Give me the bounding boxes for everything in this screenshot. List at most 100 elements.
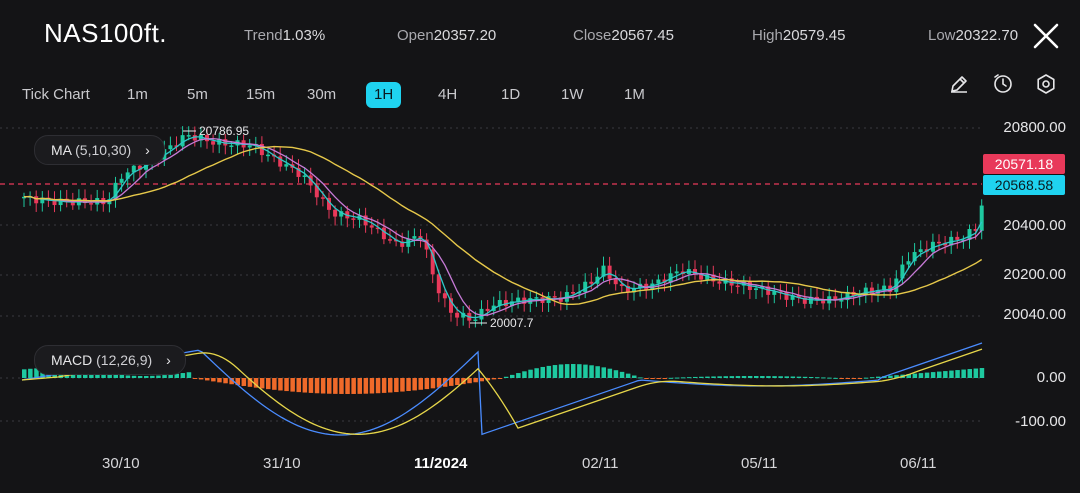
macd-histogram-bar (406, 378, 411, 392)
candle-body (784, 291, 789, 300)
candle-body (58, 198, 63, 206)
macd-histogram-bar (680, 377, 686, 379)
candle-body (247, 145, 252, 148)
ma-params: (5,10,30) (75, 142, 132, 158)
macd-histogram-bar (174, 373, 179, 378)
candle-body (808, 296, 813, 304)
macd-histogram-bar (540, 366, 545, 378)
candle-body (662, 279, 667, 283)
macd-histogram-bar (894, 375, 899, 378)
macd-histogram-bar (955, 370, 960, 378)
tf-15m[interactable]: 15m (246, 86, 276, 103)
tf-5m[interactable]: 5m (187, 86, 208, 103)
candle-body (455, 312, 460, 318)
candle-body (705, 274, 710, 280)
low-stat: Low20322.70 (928, 27, 1019, 44)
candle-body (583, 281, 588, 292)
macd-histogram-bar (711, 376, 716, 378)
candle-body (229, 145, 234, 147)
tf-1m[interactable]: 1m (127, 86, 148, 103)
macd-histogram-bar (589, 365, 594, 378)
macd-histogram-bar (388, 378, 393, 393)
candle-body (979, 205, 984, 231)
candle-body (266, 154, 270, 157)
tf-1d[interactable]: 1D (501, 86, 521, 103)
macd-histogram-bar (424, 378, 430, 390)
candle-body (882, 285, 887, 291)
macd-histogram-bar (833, 377, 838, 379)
macd-histogram-bar (229, 378, 234, 385)
candle-body (449, 298, 453, 313)
macd-histogram-bar (577, 364, 582, 378)
tf-1mo[interactable]: 1M (624, 86, 645, 103)
macd-histogram-bar (400, 378, 405, 392)
tf-1h[interactable]: 1H (366, 82, 402, 108)
tf-tick-chart[interactable]: Tick Chart (22, 86, 90, 103)
x-label-06-11: 06/11 (900, 455, 937, 472)
macd-histogram-bar (339, 378, 344, 394)
candle-body (327, 197, 331, 210)
candle-body (656, 279, 661, 284)
candle-body (900, 264, 905, 279)
candle-body (284, 164, 289, 167)
macd-histogram-bar (503, 376, 509, 378)
macd-histogram-bar (583, 364, 588, 378)
tf-4h[interactable]: 4H (438, 86, 458, 103)
pencil-icon[interactable] (948, 73, 970, 95)
macd-histogram-bar (717, 376, 722, 378)
macd-histogram-bar (430, 378, 436, 389)
candle-body (400, 241, 405, 247)
macd-histogram-bar (937, 371, 942, 378)
candle-body (625, 286, 630, 293)
macd-histogram-bar (168, 374, 173, 378)
x-label-30-10: 30/10 (102, 455, 140, 472)
candle-body (869, 287, 874, 294)
tf-1w[interactable]: 1W (561, 86, 584, 103)
candle-body (589, 281, 594, 284)
candle-body (906, 261, 911, 265)
candle-body (790, 295, 795, 300)
candle-body (278, 156, 283, 167)
timer-icon[interactable] (992, 73, 1014, 95)
candle-body (912, 252, 917, 262)
macd-histogram-bar (851, 378, 857, 379)
close-icon[interactable] (1030, 20, 1062, 52)
x-label-02-11: 02/11 (582, 455, 619, 472)
macd-histogram-bar (125, 375, 131, 378)
macd-histogram-bar (198, 378, 204, 380)
x-label-05-11: 05/11 (741, 455, 778, 472)
macd-histogram-bar (180, 373, 186, 378)
ma-indicator-pill[interactable]: MA (5,10,30) › (34, 135, 165, 165)
ma-name: MA (51, 142, 72, 158)
macd-histogram-bar (674, 377, 680, 379)
ma30-line (23, 145, 983, 306)
candle-body (558, 297, 563, 302)
candle-body (766, 286, 771, 295)
macd-histogram-bar (741, 376, 747, 378)
candle-body (857, 294, 862, 297)
macd-histogram-bar (821, 377, 826, 379)
low-marker-label: 20007.7 (490, 316, 534, 330)
candle-body (821, 299, 826, 304)
macd-histogram-bar (632, 375, 637, 378)
candle-body (351, 218, 356, 220)
candle-body (89, 203, 94, 205)
macd-histogram-bar (314, 378, 320, 394)
trend-stat: Trend1.03% (244, 27, 326, 44)
candle-body (943, 242, 948, 246)
macd-histogram-bar (949, 370, 954, 378)
macd-indicator-pill[interactable]: MACD (12,26,9) › (34, 345, 186, 375)
candle-body (839, 300, 844, 302)
candle-body (388, 239, 392, 241)
candle-body (930, 241, 935, 252)
macd-histogram-bar (327, 378, 332, 394)
gear-icon[interactable] (1035, 73, 1057, 95)
tf-30m[interactable]: 30m (307, 86, 337, 103)
candle-body (119, 178, 124, 183)
macd-histogram-bar (192, 378, 198, 379)
macd-histogram-bar (522, 371, 527, 378)
high-marker-label: 20786.95 (199, 124, 249, 138)
macd-histogram-bar (924, 372, 930, 378)
candle-body (473, 319, 478, 321)
